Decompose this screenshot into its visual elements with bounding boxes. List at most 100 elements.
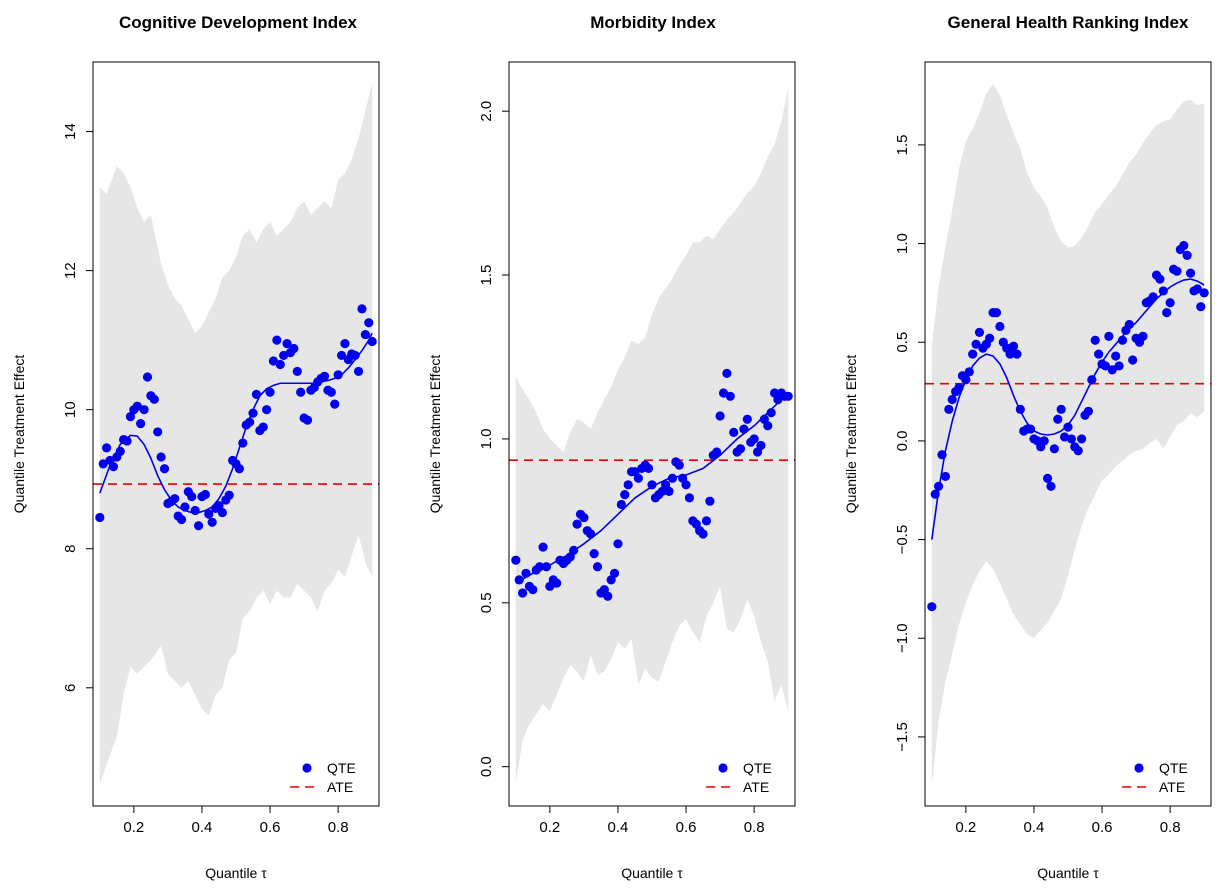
panel-1: 0.2 0.4 0.6 0.8 6 8 10 12 14 Cognitive Developmen…: [11, 13, 380, 881]
y-tick-label: 12: [62, 262, 79, 279]
qte-point: [940, 471, 951, 482]
qte-point: [1056, 404, 1066, 414]
y-tick-label: 6: [62, 684, 79, 692]
plot-area: [93, 82, 379, 786]
qte-point: [1012, 349, 1022, 359]
qte-point: [357, 304, 367, 314]
qte-point: [1049, 444, 1059, 454]
qte-smooth-line: [99, 332, 373, 514]
qte-point: [995, 321, 1005, 332]
qte-point: [1005, 349, 1015, 359]
qte-point: [684, 493, 695, 503]
qte-point: [586, 529, 596, 539]
qte-point: [589, 549, 599, 559]
qte-point: [974, 327, 985, 337]
chart-title: Morbidity Index: [590, 13, 716, 32]
qte-point: [927, 602, 937, 612]
confidence-band: [515, 88, 789, 784]
qte-point: [224, 490, 234, 500]
qte-point: [715, 411, 725, 421]
y-axis-label: Quantile Treatment Effect: [843, 355, 859, 514]
qte-point: [1192, 284, 1202, 294]
y-tick-label: 1.5: [478, 265, 495, 286]
x-tick-label: 0.6: [260, 819, 281, 836]
qte-point: [633, 473, 643, 483]
qte-point: [664, 486, 674, 496]
y-tick-label: 1.0: [894, 233, 911, 254]
qte-point: [1199, 288, 1209, 298]
qte-point: [187, 491, 197, 502]
legend: QTE ATE: [1122, 760, 1188, 795]
qte-point: [125, 412, 136, 422]
qte-point: [289, 343, 299, 354]
qte-point: [964, 367, 974, 377]
x-tick-label: 0.8: [1160, 819, 1181, 836]
qte-point: [296, 387, 306, 397]
qte-point: [234, 464, 245, 474]
qte-point: [245, 417, 255, 427]
qte-point: [521, 568, 531, 578]
qte-point: [971, 339, 981, 349]
qte-point: [592, 562, 603, 572]
qte-point: [985, 333, 995, 343]
qte-point: [667, 473, 678, 483]
qte-point: [783, 391, 793, 401]
qte-point: [350, 350, 360, 361]
qte-point: [511, 555, 521, 565]
x-tick-label: 0.4: [608, 819, 629, 836]
qte-point: [1148, 292, 1158, 302]
qte-point: [705, 496, 715, 506]
qte-point: [620, 490, 630, 500]
qte-point: [1090, 335, 1100, 345]
qte-point: [139, 405, 149, 415]
x-tick-label: 0.4: [1024, 819, 1045, 836]
qte-point: [718, 388, 729, 398]
qte-point: [251, 389, 262, 399]
qte-point: [739, 424, 749, 434]
qte-point: [95, 512, 105, 523]
qte-point: [275, 359, 285, 370]
x-tick-label: 0.6: [1092, 819, 1113, 836]
qte-point: [258, 422, 268, 432]
legend-qte-marker: [302, 763, 312, 773]
plot-area: [509, 88, 795, 784]
qte-point: [1025, 424, 1036, 434]
qte-point: [1196, 302, 1206, 312]
panel-3: 0.2 0.4 0.6 0.8 −1.5 −1.0 −0.5 0.0 0.5 1.0 1.5 Gene…: [843, 13, 1212, 881]
y-axis: −1.5 −1.0 −0.5 0.0 0.5 1.0 1.5: [894, 134, 926, 752]
qte-point: [1128, 355, 1138, 365]
qte-point: [207, 517, 217, 527]
qte-point: [272, 335, 282, 345]
legend-ate-label: ATE: [1159, 779, 1185, 795]
qte-point: [204, 509, 214, 519]
qte-point: [538, 542, 548, 552]
qte-point: [609, 568, 620, 578]
qte-point: [930, 489, 940, 499]
qte-point: [961, 375, 971, 385]
qte-point: [190, 505, 200, 516]
qte-point: [200, 489, 210, 500]
qte-point: [572, 519, 582, 529]
chart-title: General Health Ranking Index: [948, 13, 1189, 32]
qte-point: [1083, 406, 1094, 416]
qte-point: [1165, 298, 1175, 308]
qte-point: [268, 356, 279, 366]
qte-point: [1077, 434, 1087, 444]
x-axis-label: Quantile τ: [1037, 865, 1099, 881]
qte-point: [367, 336, 377, 347]
qte-point: [262, 405, 272, 415]
qte-point: [265, 387, 275, 397]
plot-area: [925, 83, 1211, 787]
qte-point: [214, 501, 224, 511]
qte-point: [1008, 341, 1019, 351]
qte-point: [552, 578, 562, 588]
x-axis-label: Quantile τ: [621, 865, 683, 881]
qte-point: [613, 539, 623, 549]
qte-point: [722, 368, 732, 378]
qte-point: [319, 371, 330, 381]
qte-point: [108, 462, 119, 472]
qte-point: [681, 480, 691, 490]
qte-point: [1104, 331, 1114, 341]
x-tick-label: 0.6: [676, 819, 697, 836]
qte-point: [1107, 365, 1117, 375]
